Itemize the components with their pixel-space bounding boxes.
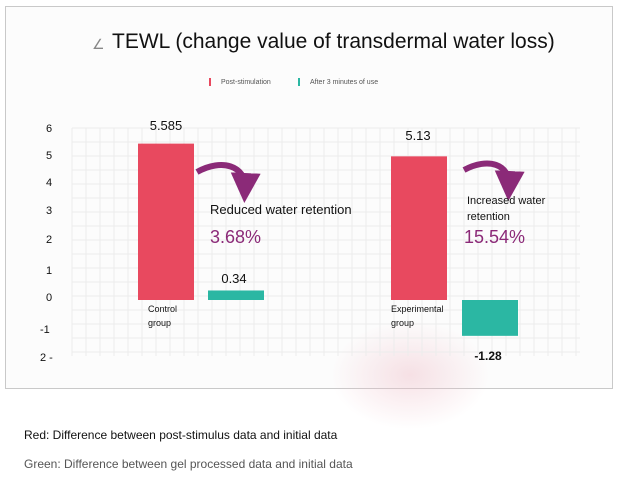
legend-swatch-red (209, 78, 211, 86)
annotation-increased-text-line2: retention (467, 211, 510, 223)
annotation-increased-text-line1: Increased water (467, 195, 546, 207)
y-tick-4: 4 (46, 177, 53, 189)
data-label-after-use-control: 0.34 (221, 271, 246, 286)
legend-swatch-green (298, 78, 300, 86)
data-label-post-stimulation-experimental: 5.13 (405, 128, 430, 143)
y-tick-2: 2 (46, 234, 53, 246)
y-tick-5: 5 (46, 150, 53, 162)
legend-item-after-use: After 3 minutes of use (298, 78, 378, 86)
data-label-after-use-experimental: -1.28 (474, 349, 502, 363)
annotation-increased-value: 15.54% (464, 227, 525, 247)
category-label-control-line1: Control (148, 304, 177, 314)
bar-post-stimulation-control (138, 143, 194, 300)
arrow-down-icon (195, 162, 261, 203)
chart-title: TEWL (change value of transdermal water … (112, 30, 555, 53)
y-tick-3: 3 (46, 205, 53, 217)
caption-green: Green: Difference between gel processed … (24, 457, 353, 471)
y-tick-minus-2: 2 - (40, 352, 53, 364)
bar-post-stimulation-experimental (391, 156, 447, 300)
bar-after-use-control (208, 290, 264, 300)
arrow-down-icon-2 (462, 160, 525, 201)
title-mark-icon: ∠ (92, 36, 105, 52)
y-tick-minus-1: -1 (40, 324, 50, 336)
data-label-post-stimulation-control: 5.585 (150, 118, 183, 133)
caption-red: Red: Difference between post-stimulus da… (24, 428, 338, 442)
legend-label-after-use: After 3 minutes of use (310, 78, 379, 86)
y-tick-1: 1 (46, 265, 53, 277)
bars-group: 5.585 5.13 0.34 -1.28 (138, 118, 518, 363)
y-tick-6: 6 (46, 123, 53, 135)
y-tick-0: 0 (46, 292, 53, 304)
annotation-reduced-text: Reduced water retention (210, 202, 352, 217)
legend-label-post-stimulation: Post-stimulation (221, 78, 271, 86)
annotation-reduced-value: 3.68% (210, 227, 261, 247)
category-label-experimental-line2: group (391, 318, 414, 328)
bar-after-use-experimental (462, 300, 518, 336)
category-label-experimental-line1: Experimental (391, 304, 444, 314)
legend-item-post-stimulation: Post-stimulation (209, 78, 271, 86)
category-label-control-line2: group (148, 318, 171, 328)
